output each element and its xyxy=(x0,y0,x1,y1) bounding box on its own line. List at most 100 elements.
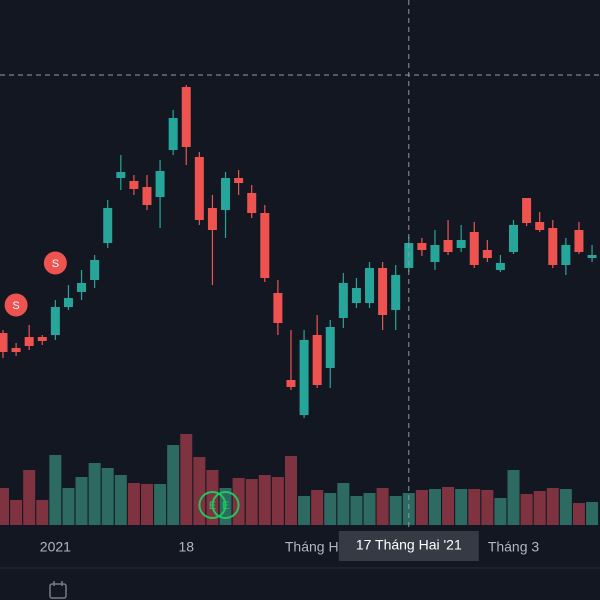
candle-body xyxy=(247,193,257,213)
candle-body xyxy=(456,240,466,248)
candle-body xyxy=(194,157,204,220)
volume-bar xyxy=(88,463,101,525)
candle-body xyxy=(37,337,47,341)
volume-bar xyxy=(49,455,62,525)
candle-body xyxy=(168,118,178,150)
candle-body xyxy=(63,298,73,307)
volume-bar xyxy=(415,490,428,525)
x-tick-label: 18 xyxy=(178,539,194,555)
volume-bar xyxy=(298,496,311,525)
volume-bar xyxy=(180,434,193,525)
volume-bar xyxy=(428,489,441,525)
volume-bar xyxy=(363,493,376,525)
candle-body xyxy=(535,222,545,230)
candle-body xyxy=(365,268,375,303)
candle-body xyxy=(338,283,348,318)
volume-bar xyxy=(389,496,402,525)
x-tick-label: Tháng Hai xyxy=(285,539,350,555)
candle-body xyxy=(77,283,87,292)
volume-bar xyxy=(350,496,363,525)
candle-body xyxy=(234,178,244,183)
candle-body xyxy=(155,171,165,197)
candle-body xyxy=(50,307,60,335)
volume-bar xyxy=(206,470,219,525)
candle-body xyxy=(443,240,453,252)
crosshair-label-box xyxy=(338,531,479,561)
candle-body xyxy=(11,348,21,352)
candle-body xyxy=(587,255,597,258)
candle-body xyxy=(561,245,571,265)
volume-bar xyxy=(140,484,153,525)
candle-body xyxy=(548,228,558,265)
volume-bar xyxy=(101,468,114,525)
candle-body xyxy=(24,337,34,346)
volume-bar xyxy=(520,494,533,525)
candle-body xyxy=(430,245,440,262)
candle-body xyxy=(260,213,270,278)
volume-bar xyxy=(167,445,180,525)
candle-body xyxy=(574,230,584,252)
volume-bar xyxy=(572,503,585,525)
volume-bar xyxy=(23,470,36,525)
candle-body xyxy=(207,208,217,230)
signal-marker-label: E xyxy=(222,500,229,512)
volume-bar xyxy=(75,477,88,525)
volume-bar xyxy=(337,483,350,525)
volume-bar xyxy=(36,500,49,525)
candle-body xyxy=(103,208,113,243)
volume-bar xyxy=(546,488,559,525)
signal-marker xyxy=(4,293,28,317)
volume-bar xyxy=(507,470,520,525)
candle-body xyxy=(482,250,492,258)
volume-bar xyxy=(127,483,140,525)
volume-bar xyxy=(284,456,297,525)
volume-bar xyxy=(468,489,481,525)
volume-bar xyxy=(533,491,546,525)
x-tick-label: 2021 xyxy=(40,539,71,555)
candle-body xyxy=(129,181,139,189)
volume-bar xyxy=(586,502,599,525)
volume-bar xyxy=(376,488,389,525)
volume-bar xyxy=(62,488,75,525)
signal-marker-label: S xyxy=(52,258,59,270)
volume-bar xyxy=(481,490,494,525)
volume-bar xyxy=(258,475,271,525)
volume-bar xyxy=(245,479,258,525)
crosshair-label: 17 Tháng Hai '21 xyxy=(356,537,462,553)
volume-bar xyxy=(271,477,284,525)
candle-body xyxy=(221,178,231,210)
signal-marker-label: S xyxy=(12,300,19,312)
signal-marker xyxy=(198,491,227,519)
candle-body xyxy=(495,263,505,270)
volume-bar xyxy=(311,490,324,525)
candle-body xyxy=(378,268,388,315)
candle-body xyxy=(299,340,309,415)
candle-body xyxy=(522,198,532,223)
candle-body xyxy=(0,333,8,352)
volume-bar xyxy=(442,487,455,525)
candle-body xyxy=(90,260,100,280)
signal-marker xyxy=(43,251,67,275)
volume-bar xyxy=(154,484,167,525)
candle-body xyxy=(142,187,152,205)
volume-bar xyxy=(114,475,127,525)
volume-bar xyxy=(559,489,572,525)
volume-bar xyxy=(0,488,9,525)
candle-body xyxy=(116,172,126,178)
candle-body xyxy=(469,232,479,265)
candle-body xyxy=(312,335,322,385)
volume-bar xyxy=(193,457,206,525)
volume-bar xyxy=(324,493,337,525)
volume-bar xyxy=(10,500,23,525)
signal-marker xyxy=(211,491,240,519)
volume-bar xyxy=(455,489,468,525)
calendar-icon[interactable] xyxy=(49,581,67,599)
x-tick-label: Tháng 3 xyxy=(488,539,540,555)
candle-body xyxy=(417,243,427,250)
candle-body xyxy=(351,288,361,303)
candle-body xyxy=(181,87,191,147)
calendar-body xyxy=(49,583,67,599)
candle-body xyxy=(325,327,335,368)
